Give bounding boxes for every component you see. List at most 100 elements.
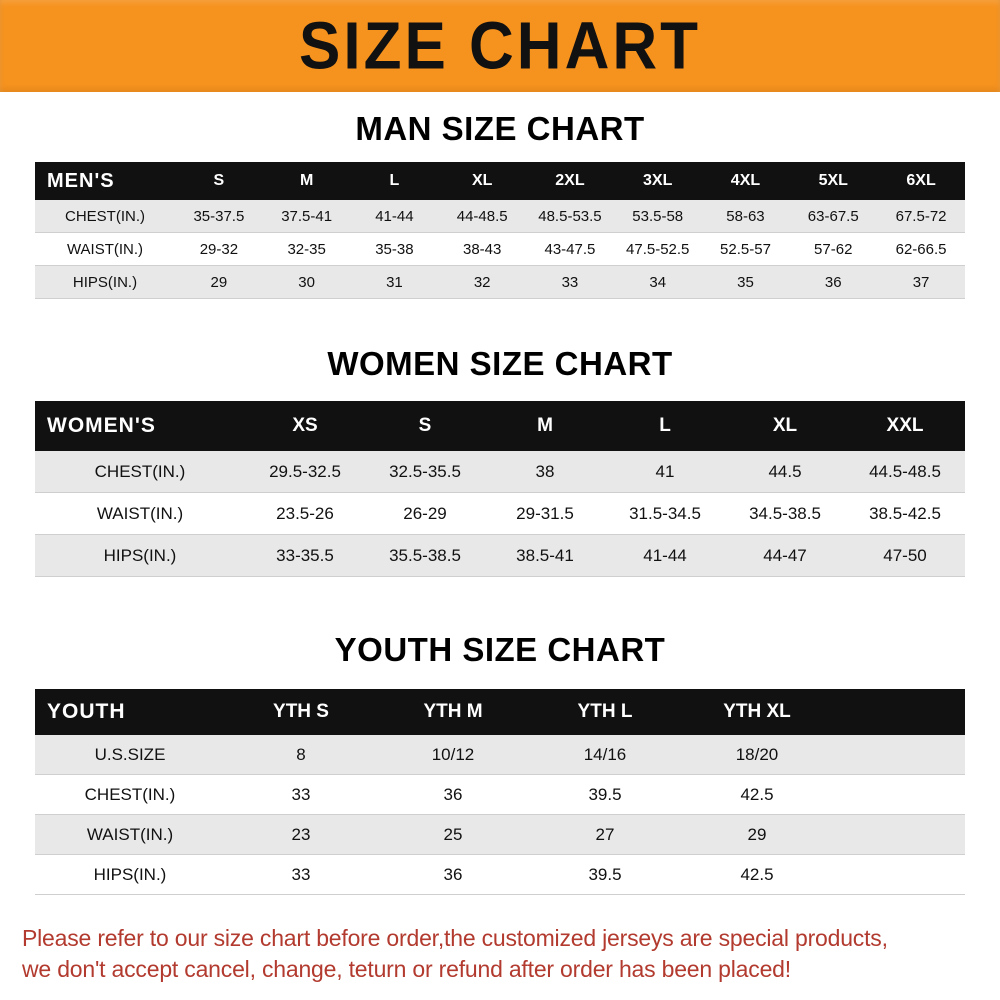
size-value-cell: 48.5-53.5 (538, 207, 602, 225)
size-column-header: 6XL (877, 162, 965, 200)
size-value-cell: 14/16 (583, 744, 627, 764)
size-column-header: L (350, 162, 439, 200)
row-label: HIPS(IN.) (72, 273, 138, 291)
table-row: CHEST(IN.) 35-37.5 37.5-41 41-44 44-48.5 48.5… (35, 200, 965, 233)
size-value-cell: 42.5 (740, 864, 774, 884)
footer-note-line-2: we don't accept cancel, change, teturn o… (22, 956, 791, 982)
size-value-cell: 38-43 (462, 240, 502, 258)
size-value-cell: 44.5-48.5 (869, 461, 941, 481)
row-label: CHEST(IN.) (94, 461, 186, 481)
row-label: U.S.SIZE (94, 744, 166, 764)
size-value-cell: 32 (473, 273, 491, 291)
size-value-cell: 44.5 (768, 461, 802, 481)
size-value-cell: 31 (386, 273, 403, 291)
row-label: HIPS(IN.) (93, 864, 167, 884)
row-label: WAIST(IN.) (86, 824, 174, 844)
size-value-cell: 39.5 (588, 784, 622, 804)
table-row: CHEST(IN.) 29.5-32.5 32.5-35.5 38 41 44.5 44.5… (35, 451, 965, 493)
size-value-cell: 35 (737, 273, 754, 291)
size-column-header: S (175, 162, 263, 200)
filler-cell (833, 689, 965, 735)
size-value-cell: 29.5-32.5 (269, 461, 341, 481)
size-value-cell: 57-62 (814, 240, 853, 258)
size-value-cell: 18/20 (735, 744, 779, 764)
size-column-header: 3XL (613, 162, 702, 200)
size-value-cell: 10/12 (431, 744, 475, 764)
size-value-cell: 62-66.5 (895, 240, 947, 258)
size-value-cell: 31.5-34.5 (629, 503, 701, 523)
size-value-cell: 63-67.5 (807, 207, 859, 225)
table-header-row: YOUTH YTH S YTH M YTH L YTH XL (35, 689, 965, 735)
size-value-cell: 33 (291, 864, 311, 884)
size-value-cell: 67.5-72 (895, 207, 947, 225)
table-row: U.S.SIZE 8 10/12 14/16 18/20 (35, 735, 965, 775)
table-row: WAIST(IN.) 23.5-26 26-29 29-31.5 31.5-34.5 34… (35, 493, 965, 535)
table-row: HIPS(IN.) 33 36 39.5 42.5 (35, 855, 965, 895)
table-corner-label: MEN'S (35, 162, 175, 200)
row-label: WAIST(IN.) (66, 240, 144, 258)
size-column-header: XL (438, 162, 527, 200)
size-value-cell: 41 (655, 461, 675, 481)
filler-cell (833, 855, 965, 895)
size-value-cell: 37 (912, 273, 930, 291)
size-value-cell: 32-35 (287, 240, 326, 258)
women-section-title: WOMEN SIZE CHART (327, 345, 673, 382)
size-column-header: YTH L (529, 689, 681, 735)
size-value-cell: 35-37.5 (193, 207, 245, 225)
table-row: WAIST(IN.) 23 25 27 29 (35, 814, 965, 855)
size-value-cell: 29 (747, 824, 767, 844)
row-label: CHEST(IN.) (84, 784, 176, 804)
size-column-header: L (605, 401, 725, 451)
size-value-cell: 23.5-26 (276, 503, 334, 523)
size-value-cell: 38.5-41 (516, 545, 574, 565)
size-value-cell: 47.5-52.5 (626, 240, 690, 258)
table-corner-label: YOUTH (35, 689, 225, 735)
size-value-cell: 43-47.5 (544, 240, 596, 258)
filler-cell (833, 735, 965, 775)
size-value-cell: 58-63 (726, 207, 765, 225)
size-column-header: S (365, 401, 485, 451)
table-header-row: MEN'S S M L XL 2XL 3XL 4XL 5XL 6XL (35, 162, 965, 200)
size-column-header: 5XL (789, 162, 878, 200)
size-value-cell: 39.5 (588, 864, 622, 884)
table-row: WAIST(IN.) 29-32 32-35 35-38 38-43 43-47.5 47.… (35, 233, 965, 266)
banner-title: SIZE CHART (299, 8, 701, 84)
women-size-table: WOMEN'S XS S M L XL XXL CHEST(IN.) 29.5-32.5 32.5… (35, 401, 965, 577)
men-size-table: MEN'S S M L XL 2XL 3XL 4XL 5XL 6XL CHEST(IN.) 35-37… (35, 162, 965, 299)
size-value-cell: 33-35.5 (276, 545, 334, 565)
filler-cell (833, 775, 965, 815)
size-value-cell: 34 (649, 273, 667, 291)
size-column-header: M (485, 401, 605, 451)
size-value-cell: 29-31.5 (516, 503, 574, 523)
size-value-cell: 23 (291, 824, 311, 844)
size-column-header: YTH M (377, 689, 529, 735)
youth-size-section: YOUTH SIZE CHART YOUTH YTH S YTH M YTH L YTH… (35, 631, 965, 895)
row-label: HIPS(IN.) (103, 545, 177, 565)
size-column-header: 4XL (701, 162, 790, 200)
size-column-header: 2XL (526, 162, 614, 200)
size-value-cell: 29 (210, 273, 228, 291)
filler-cell (833, 815, 965, 855)
size-value-cell: 33 (291, 784, 311, 804)
table-row: CHEST(IN.) 33 36 39.5 42.5 (35, 775, 965, 815)
table-row: HIPS(IN.) 33-35.5 35.5-38.5 38.5-41 41-44 44-… (35, 534, 965, 577)
size-value-cell: 53.5-58 (632, 207, 684, 225)
size-value-cell: 33 (561, 273, 579, 291)
size-value-cell: 41-44 (375, 207, 414, 225)
size-value-cell: 36 (824, 273, 842, 291)
size-value-cell: 44-48.5 (456, 207, 508, 225)
row-label: CHEST(IN.) (65, 207, 145, 225)
size-column-header: XL (725, 401, 845, 451)
size-value-cell: 47-50 (883, 545, 927, 565)
table-corner-label: WOMEN'S (35, 401, 245, 451)
youth-size-table: YOUTH YTH S YTH M YTH L YTH XL U.S.SIZE 8 10/12… (35, 689, 965, 895)
size-value-cell: 52.5-57 (720, 240, 771, 258)
men-size-section: MAN SIZE CHART MEN'S S M L XL 2XL 3XL 4XL 5XL 6XL… (35, 110, 965, 299)
row-label: WAIST(IN.) (96, 503, 184, 523)
size-value-cell: 8 (296, 744, 306, 764)
men-section-title: MAN SIZE CHART (355, 110, 645, 147)
size-column-header: XXL (845, 401, 965, 451)
size-value-cell: 36 (443, 864, 463, 884)
footer-note-line-1: Please refer to our size chart before or… (22, 925, 888, 951)
